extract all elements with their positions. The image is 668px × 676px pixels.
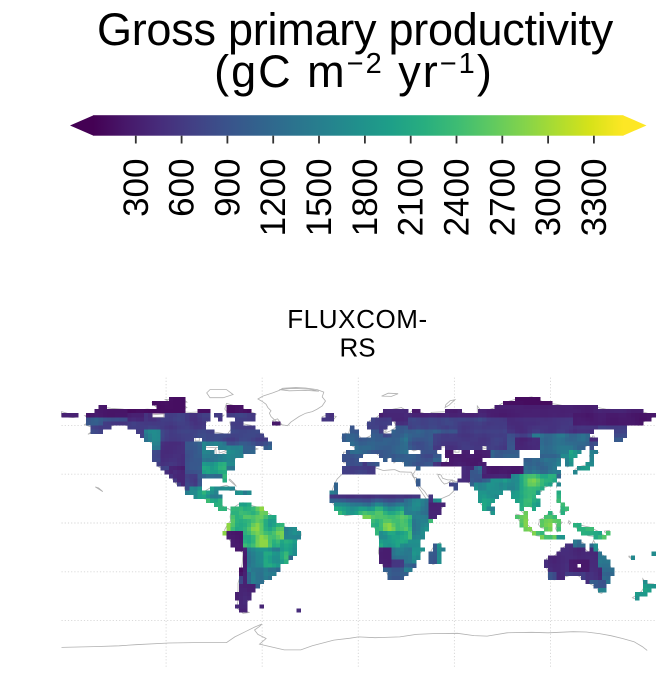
svg-text:2400: 2400 (438, 159, 477, 237)
svg-text:900: 900 (208, 159, 247, 217)
svg-text:300: 300 (117, 159, 156, 217)
svg-text:1200: 1200 (254, 159, 293, 237)
svg-text:FLUXCOM-: FLUXCOM- (287, 304, 428, 334)
svg-text:600: 600 (163, 159, 202, 217)
svg-text:2100: 2100 (392, 159, 431, 237)
svg-text:3000: 3000 (529, 159, 568, 237)
svg-text:RS: RS (339, 333, 375, 363)
svg-text:1500: 1500 (300, 159, 339, 237)
svg-text:3300: 3300 (575, 159, 614, 237)
svg-text:1800: 1800 (346, 159, 385, 237)
svg-text:Gross primary productivity: Gross primary productivity (97, 4, 614, 55)
svg-text:2700: 2700 (483, 159, 522, 237)
